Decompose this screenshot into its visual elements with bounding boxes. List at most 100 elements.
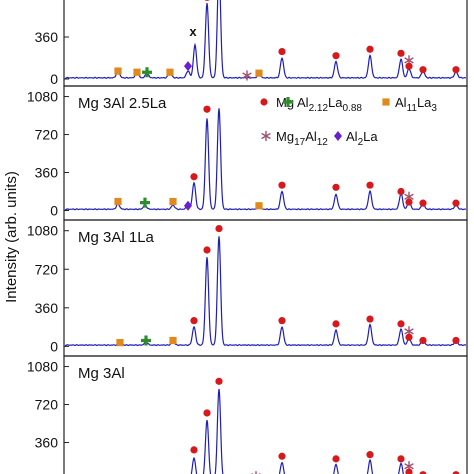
circle-marker (397, 49, 405, 57)
y-tick-label: 0 (50, 338, 58, 354)
legend-text-part: Al (395, 95, 407, 110)
circle-marker (397, 187, 405, 196)
panel-4: 360 720 1080 Mg 3Al (27, 355, 468, 474)
circle-marker (366, 181, 374, 189)
circle-marker (203, 105, 211, 113)
legend-text-part: Al (297, 95, 309, 110)
circle-marker (332, 52, 340, 60)
legend-subscript: 2 (358, 137, 364, 148)
panel-label: Mg 3Al 2.5La (78, 95, 167, 112)
circle-marker (278, 317, 286, 325)
legend-item-4: Mg17Al12 (261, 129, 328, 148)
panels-group: 0 360 720 x 0 360 720 1080 Mg 3Al 2.5La 0 360 720 10… (27, 0, 468, 474)
asterisk-marker (251, 471, 261, 474)
circle-marker (215, 224, 223, 233)
circle-marker (366, 451, 374, 459)
legend-text-part: La (417, 95, 432, 110)
legend-text-part: Mg (276, 129, 294, 144)
xrd-trace (64, 108, 466, 211)
circle-marker (366, 315, 374, 323)
circle-marker (190, 317, 198, 325)
legend-item-5: Al2La (334, 129, 378, 148)
legend-item-2: Al2.12La0.88 (283, 95, 362, 114)
legend-subscript: 0.88 (343, 103, 363, 114)
y-tick-label: 360 (35, 29, 59, 45)
legend-label: Al11La3 (395, 95, 437, 114)
circle-marker (419, 336, 427, 345)
circle-marker (203, 246, 211, 254)
circle-marker (332, 183, 340, 191)
xrd-trace (64, 236, 467, 347)
asterisk-legend-marker (261, 130, 271, 142)
circle-marker (452, 471, 460, 474)
circle-marker (397, 455, 405, 463)
circle-marker (397, 320, 405, 328)
legend-subscript: 2.12 (309, 103, 329, 114)
y-axis-label: Intensity (arb. units) (3, 171, 20, 303)
circle-marker (278, 181, 286, 189)
cross-legend-marker (283, 97, 293, 107)
square-marker (116, 339, 124, 347)
y-tick-label: 720 (35, 261, 59, 277)
legend-text-part: Al (346, 129, 358, 144)
circle-marker (215, 377, 223, 385)
circle-marker (452, 66, 460, 74)
circle-marker (405, 198, 413, 206)
y-tick-label: 720 (35, 127, 59, 143)
circle-marker (419, 66, 427, 74)
circle-marker (366, 45, 374, 53)
panel-1: 0 360 720 x (35, 0, 468, 87)
y-tick-label: 720 (35, 0, 59, 3)
circle-legend-marker (260, 98, 268, 106)
circle-marker (452, 336, 460, 345)
legend-text-part: La (328, 95, 343, 110)
legend-text-part: La (363, 129, 378, 144)
diamond-marker (184, 200, 192, 211)
circle-marker (203, 409, 211, 417)
square-legend-marker (382, 98, 390, 106)
panel-frame (63, 355, 468, 474)
square-marker (114, 197, 122, 206)
y-tick-label: 1080 (27, 89, 58, 105)
legend-subscript: 3 (431, 103, 437, 114)
unknown-peak-label: x (189, 24, 197, 39)
legend-label: Al2.12La0.88 (297, 95, 362, 114)
circle-marker (190, 173, 198, 181)
legend-label: Mg17Al12 (276, 129, 328, 148)
legend-text-part: Al (305, 129, 317, 144)
y-tick-label: 360 (35, 435, 59, 451)
y-tick-label: 720 (35, 397, 59, 413)
circle-marker (452, 199, 460, 207)
y-tick-label: 0 (50, 203, 58, 219)
circle-marker (332, 320, 340, 328)
legend-subscript: 11 (407, 103, 418, 114)
diamond-marker (184, 61, 192, 72)
circle-marker (405, 468, 413, 474)
circle-marker (278, 47, 286, 56)
circle-marker (419, 471, 427, 474)
circle-marker (332, 455, 340, 463)
y-tick-label: 0 (50, 71, 58, 87)
square-marker (166, 68, 174, 76)
panel-label: Mg 3Al (78, 365, 125, 382)
xrd-trace (190, 388, 411, 474)
cross-marker (141, 335, 151, 346)
circle-marker (190, 446, 198, 454)
y-tick-label: 360 (35, 165, 59, 181)
panel-3: 0 360 720 1080 Mg 3Al 1La (27, 219, 468, 357)
diamond-legend-marker (334, 131, 342, 141)
cross-marker (142, 67, 152, 78)
legend-label: Al2La (346, 129, 378, 148)
legend-subscript: 17 (294, 137, 306, 148)
square-marker (169, 197, 177, 206)
panel-label: Mg 3Al 1La (78, 229, 155, 246)
circle-marker (278, 452, 286, 460)
circle-marker (204, 0, 210, 1)
cross-marker (140, 197, 150, 208)
square-marker (169, 336, 177, 345)
square-marker (255, 202, 263, 210)
y-tick-label: 360 (35, 300, 59, 316)
circle-marker (405, 62, 413, 70)
